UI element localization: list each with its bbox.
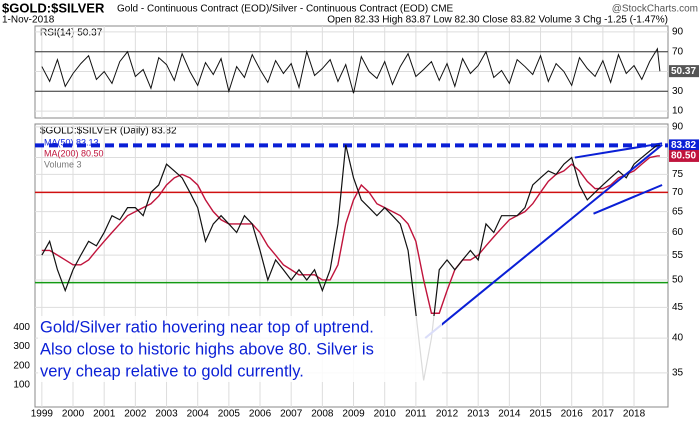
rsi-tick-label: 10 — [672, 106, 684, 117]
x-tick-label: 2012 — [436, 409, 459, 420]
x-tick-label: 2000 — [62, 409, 85, 420]
quote: Open 82.33 High 83.87 Low 82.30 Close 83… — [327, 15, 668, 26]
annotation: very cheap relative to gold currently. — [40, 362, 304, 380]
rsi-label: RSI(14) 50.37 — [40, 28, 103, 39]
y-tick-label: 65 — [672, 206, 684, 217]
date: 1-Nov-2018 — [2, 15, 55, 26]
y-tick-label: 50 — [672, 275, 684, 286]
y-tick-label: 35 — [672, 367, 684, 378]
trend-line — [574, 142, 663, 159]
annotation-box — [38, 316, 442, 382]
price-panel — [34, 123, 669, 408]
trend-line — [424, 144, 663, 339]
x-tick-label: 2015 — [529, 409, 552, 420]
rsi-line — [41, 47, 661, 94]
value-tag-label: 83.82 — [671, 140, 696, 151]
y-tick-label: 55 — [672, 250, 684, 261]
x-tick-label: 2007 — [280, 409, 303, 420]
x-tick-label: 2009 — [342, 409, 365, 420]
y-tick-label: 90 — [672, 122, 684, 133]
x-tick-label: 2002 — [124, 409, 147, 420]
legend-entry: Volume 3 — [44, 159, 82, 169]
rsi-tick-label: 70 — [672, 46, 684, 57]
x-tick-label: 2013 — [467, 409, 490, 420]
y-tick-label: 40 — [672, 333, 684, 344]
x-tick-label: 2011 — [405, 409, 427, 420]
rsi-tick-label: 30 — [672, 86, 684, 97]
y2-tick-label: 100 — [13, 380, 30, 391]
source: @StockCharts.com — [612, 4, 698, 15]
y-tick-label: 45 — [672, 302, 684, 313]
x-tick-label: 2003 — [155, 409, 178, 420]
legend-entry: MA(50) 83.13 — [44, 137, 99, 147]
x-tick-label: 2018 — [623, 409, 646, 420]
annotation: Gold/Silver ratio hovering near top of u… — [40, 318, 374, 336]
value-tag — [669, 65, 699, 78]
trend-line — [593, 184, 663, 215]
legend-entry: MA(200) 80.50 — [44, 148, 104, 158]
x-tick-label: 2017 — [592, 409, 615, 420]
series-line — [41, 144, 661, 381]
y2-tick-label: 200 — [13, 360, 30, 371]
annotation: Also close to historic highs above 80. S… — [40, 340, 374, 358]
y-tick-label: 70 — [672, 187, 684, 198]
rsi-tick-label: 90 — [672, 27, 684, 38]
description: Gold - Continuous Contract (EOD)/Silver … — [117, 4, 454, 15]
y-tick-label: 75 — [672, 169, 684, 180]
x-tick-label: 2001 — [93, 409, 116, 420]
x-tick-label: 2005 — [218, 409, 241, 420]
value-tag-label: 50.37 — [671, 66, 696, 77]
value-tag-label: 80.50 — [671, 151, 696, 162]
series-line — [41, 155, 660, 314]
value-tag — [669, 139, 699, 152]
x-tick-label: 2010 — [374, 409, 397, 420]
x-tick-label: 2006 — [249, 409, 272, 420]
x-tick-label: 2008 — [311, 409, 334, 420]
x-tick-label: 2014 — [498, 409, 521, 420]
value-tag — [669, 149, 699, 162]
y-tick-label: 60 — [672, 227, 684, 238]
x-tick-label: 2016 — [561, 409, 584, 420]
symbol: $GOLD:$SILVER — [2, 0, 105, 15]
y2-tick-label: 300 — [13, 341, 30, 352]
chart-title: $GOLD:$SILVER (Daily) 83.82 — [40, 126, 177, 137]
y2-tick-label: 400 — [13, 322, 30, 333]
x-tick-label: 1999 — [31, 409, 54, 420]
x-tick-label: 2004 — [187, 409, 210, 420]
